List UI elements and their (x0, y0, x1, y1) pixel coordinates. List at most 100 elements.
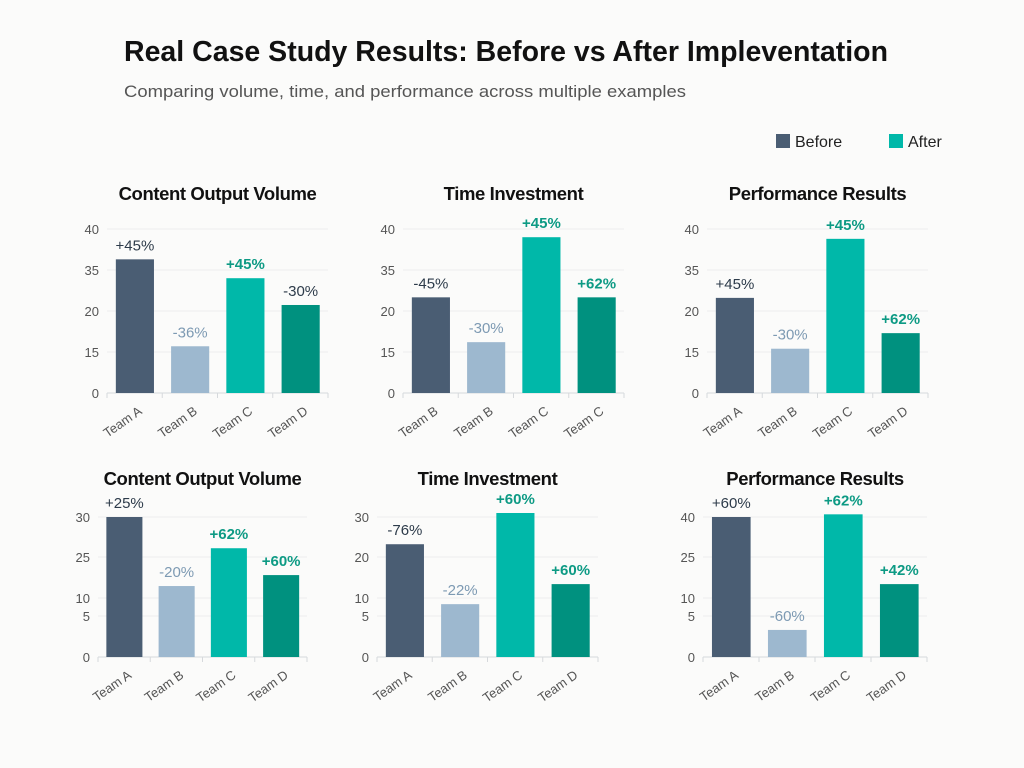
chart-title: Performance Results (726, 468, 904, 489)
x-tick-label: Team A (90, 667, 134, 704)
data-label: -60% (770, 608, 805, 625)
x-tick-label: Team B (155, 403, 200, 441)
data-label: -20% (159, 564, 194, 581)
data-label: +45% (716, 276, 755, 293)
legend-swatch-before (776, 134, 790, 148)
legend: Before After (776, 134, 942, 151)
page-subtitle: Comparing volume, time, and performance … (124, 82, 686, 101)
x-tick-label: Team C (193, 667, 238, 705)
data-label: +42% (880, 562, 919, 579)
y-tick-label: 20 (355, 550, 369, 565)
x-tick-label: Team A (101, 403, 145, 440)
y-tick-label: 40 (681, 510, 695, 525)
y-tick-label: 15 (85, 345, 99, 360)
y-tick-label: 5 (83, 609, 90, 624)
bar (281, 304, 320, 393)
chart-panel: Content Output Volume 0 15 20 35 40 +45% Team A… (85, 183, 329, 441)
bar (385, 544, 424, 657)
bar (823, 514, 863, 657)
data-label: +60% (712, 495, 751, 512)
x-tick-label: Team C (808, 667, 853, 705)
x-tick-label: Team D (246, 667, 291, 705)
data-label: -76% (387, 522, 422, 539)
y-tick-label: 0 (692, 386, 699, 401)
x-tick-label: Team D (864, 667, 909, 705)
x-tick-label: Team B (425, 667, 470, 705)
y-tick-label: 40 (85, 222, 99, 237)
y-tick-label: 20 (381, 304, 395, 319)
data-label: +62% (881, 311, 920, 328)
y-tick-label: 20 (685, 304, 699, 319)
y-tick-label: 35 (381, 263, 395, 278)
data-label: +60% (551, 562, 590, 579)
chart-title: Time Investment (444, 183, 584, 204)
chart-title: Time Investment (418, 468, 558, 489)
y-tick-label: 5 (362, 609, 369, 624)
x-tick-label: Team B (752, 667, 797, 705)
data-label: +45% (226, 256, 265, 273)
x-tick-label: Team A (697, 667, 741, 704)
y-tick-label: 0 (688, 650, 695, 665)
y-tick-label: 20 (85, 304, 99, 319)
data-label: +60% (496, 491, 535, 508)
bar (879, 584, 919, 657)
x-tick-label: Team B (755, 403, 800, 441)
data-label: +25% (105, 495, 144, 512)
y-tick-label: 35 (85, 263, 99, 278)
y-tick-label: 40 (685, 222, 699, 237)
x-tick-label: Team D (865, 403, 910, 441)
data-label: +45% (116, 237, 155, 254)
bar (522, 237, 561, 393)
data-label: -30% (283, 283, 318, 300)
x-tick-label: Team C (506, 403, 551, 441)
bar (171, 346, 210, 393)
bar (551, 584, 590, 657)
bar (115, 259, 154, 393)
y-tick-label: 10 (76, 591, 90, 606)
y-tick-label: 10 (681, 591, 695, 606)
y-tick-label: 30 (355, 510, 369, 525)
data-label: +45% (826, 217, 865, 234)
bar (496, 512, 535, 657)
x-tick-label: Team B (451, 403, 496, 441)
bar (711, 517, 751, 657)
x-tick-label: Team C (210, 403, 255, 441)
chart-title: Content Output Volume (119, 183, 317, 204)
x-tick-label: Team D (265, 403, 310, 441)
chart-panel: Performance Results 0 5 10 25 40 +60% Team A -60… (681, 468, 928, 705)
data-label: +45% (522, 215, 561, 232)
y-tick-label: 30 (76, 510, 90, 525)
y-tick-label: 15 (381, 345, 395, 360)
data-label: -36% (173, 324, 208, 341)
chart-panel: Performance Results 0 15 20 35 40 +45% Team A -3… (685, 183, 929, 441)
bar (826, 238, 865, 393)
chart-title: Content Output Volume (104, 468, 302, 489)
x-tick-label: Team B (396, 403, 441, 441)
chart-panel: Content Output Volume 0 5 10 25 30 +25% Team A -… (76, 468, 308, 705)
x-tick-label: Team A (701, 403, 745, 440)
chart-panel: Time Investment 0 5 10 20 30 -76% Team A -22% Tea… (355, 468, 599, 705)
legend-swatch-after (889, 134, 903, 148)
bar (106, 517, 143, 657)
y-tick-label: 40 (381, 222, 395, 237)
bar (715, 297, 754, 393)
data-label: +62% (209, 526, 248, 543)
page-title: Real Case Study Results: Before vs After… (124, 36, 888, 68)
y-tick-label: 0 (92, 386, 99, 401)
data-label: -30% (773, 327, 808, 344)
x-tick-label: Team C (480, 667, 525, 705)
x-tick-label: Team A (371, 667, 415, 704)
legend-label-after: After (908, 134, 942, 151)
y-tick-label: 25 (76, 550, 90, 565)
data-label: -22% (443, 582, 478, 599)
y-tick-label: 25 (681, 550, 695, 565)
y-tick-label: 5 (688, 609, 695, 624)
y-tick-label: 0 (388, 386, 395, 401)
y-tick-label: 10 (355, 591, 369, 606)
bar (467, 342, 506, 393)
data-label: -45% (413, 275, 448, 292)
bar (771, 348, 810, 393)
legend-label-before: Before (795, 134, 842, 151)
data-label: +62% (577, 275, 616, 292)
bar (158, 586, 195, 657)
